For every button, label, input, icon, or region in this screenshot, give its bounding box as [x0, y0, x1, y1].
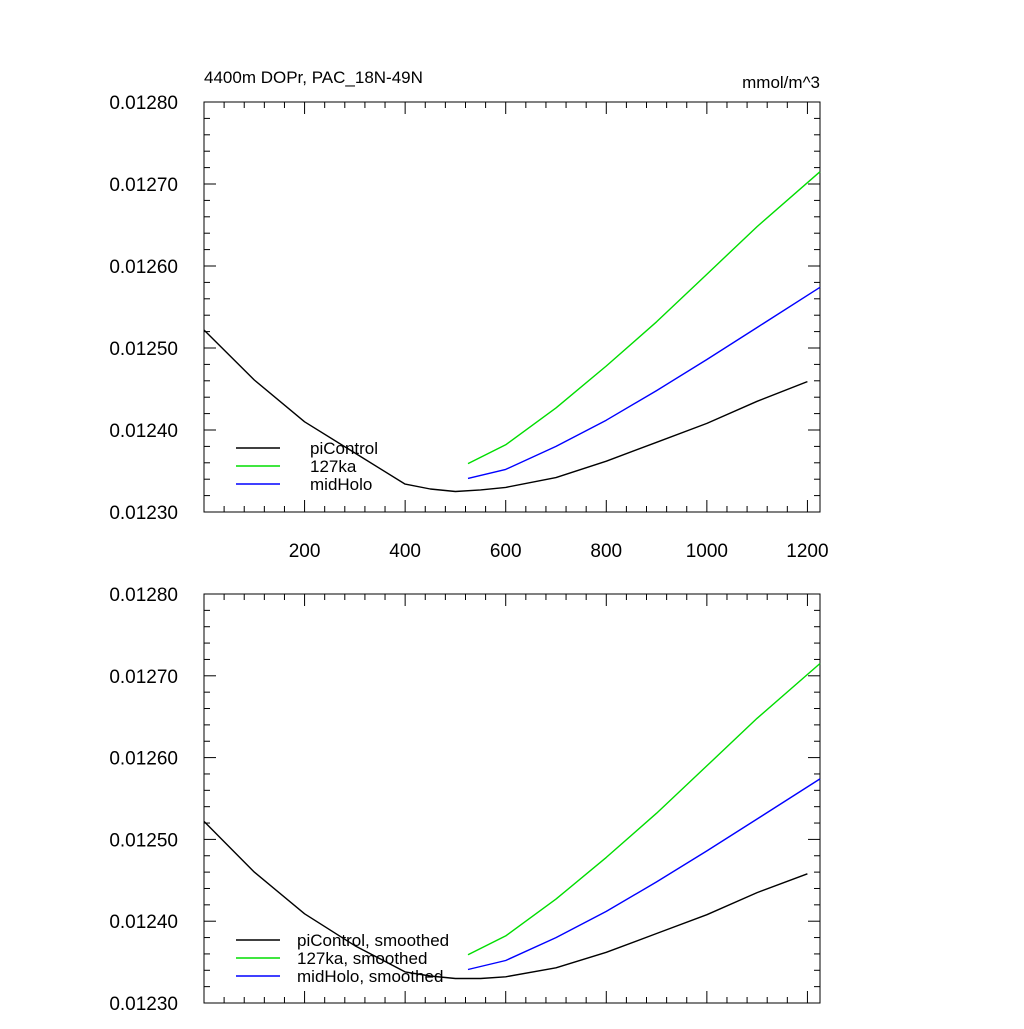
legend-label: 127ka, smoothed	[297, 949, 427, 968]
x-tick-label: 1000	[686, 541, 728, 562]
legend-label: piControl, smoothed	[297, 931, 449, 950]
legend-label: 127ka	[310, 457, 357, 476]
y-tick-label: 0.01230	[109, 503, 178, 524]
x-tick-label: 600	[490, 541, 522, 562]
x-tick-label: 200	[289, 541, 321, 562]
series-line-127ka	[467, 662, 821, 956]
chart-title: 4400m DOPr, PAC_18N-49N	[204, 68, 423, 87]
legend-label: midHolo, smoothed	[297, 967, 443, 986]
y-tick-label: 0.01230	[109, 994, 178, 1015]
legend-label: midHolo	[310, 475, 372, 494]
y-tick-label: 0.01250	[109, 339, 178, 360]
series-line-midholo	[467, 778, 821, 971]
series-line-picontrol	[203, 329, 808, 493]
bottom-panel: 0.01230 0.01240 0.01250 0.01260 0.01270 0.012…	[109, 585, 821, 1015]
y-tick-label: 0.01270	[109, 175, 178, 196]
y-tick-label: 0.01250	[109, 830, 178, 851]
y-tick-label: 0.01280	[109, 585, 178, 606]
x-tick-label: 1200	[786, 541, 828, 562]
x-tick-label: 400	[389, 541, 421, 562]
y-tick-label: 0.01280	[109, 93, 178, 114]
units-label: mmol/m^3	[742, 73, 820, 92]
series-line-midholo	[467, 286, 821, 480]
y-tick-label: 0.01240	[109, 421, 178, 442]
legend-label: piControl	[310, 439, 378, 458]
y-tick-label: 0.01260	[109, 749, 178, 770]
plot-frame	[203, 101, 821, 513]
series-line-127ka	[467, 171, 821, 465]
x-tick-label: 800	[590, 541, 622, 562]
top-panel: 200 400 600 800 1000 1200 0.01230 0.01240 0.0125…	[109, 93, 828, 562]
y-tick-label: 0.01240	[109, 912, 178, 933]
series-line-picontrol	[203, 820, 808, 980]
plot-frame	[203, 593, 821, 1004]
y-tick-label: 0.01270	[109, 667, 178, 688]
y-tick-label: 0.01260	[109, 257, 178, 278]
